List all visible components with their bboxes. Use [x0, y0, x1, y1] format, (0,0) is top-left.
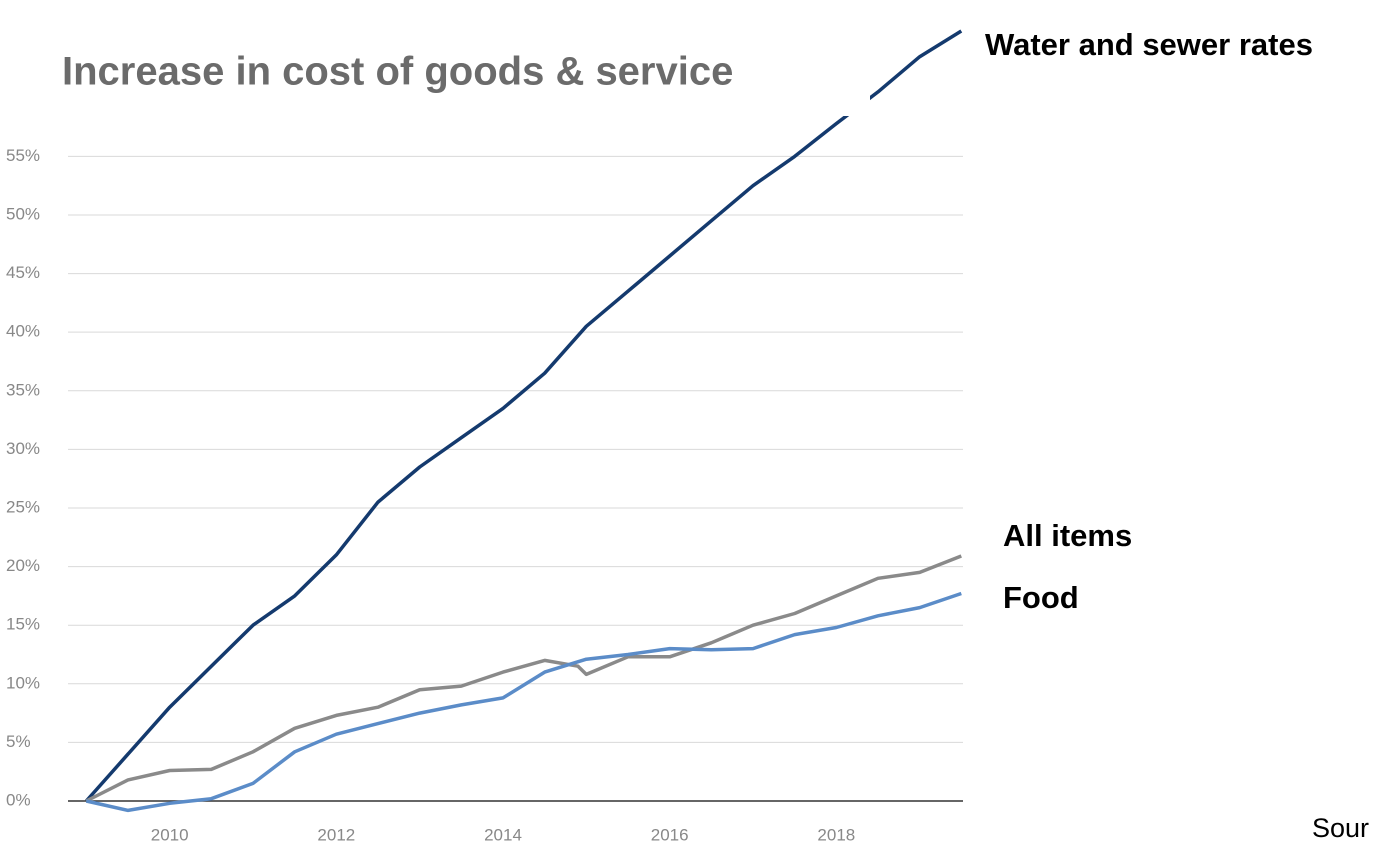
series-label: All items	[1003, 518, 1132, 553]
line-series	[85, 591, 962, 813]
y-tick-label: 40%	[6, 322, 40, 341]
y-tick-label: 50%	[6, 204, 40, 223]
y-tick-label: 0%	[6, 790, 31, 809]
y-tick-label: 45%	[6, 263, 40, 282]
x-tick-label: 2016	[651, 825, 689, 844]
series-label: Food	[1003, 580, 1079, 615]
series-label: Water and sewer rates	[985, 27, 1313, 62]
y-tick-label: 10%	[6, 673, 40, 692]
y-tick-label: 30%	[6, 439, 40, 458]
y-tick-label: 25%	[6, 497, 40, 516]
y-tick-label: 35%	[6, 380, 40, 399]
x-tick-label: 2018	[817, 825, 855, 844]
y-tick-label: 20%	[6, 556, 40, 575]
source: Sour	[1312, 813, 1369, 843]
title-box	[8, 8, 870, 116]
line-series	[85, 554, 962, 803]
x-tick-label: 2012	[317, 825, 355, 844]
y-tick-label: 15%	[6, 615, 40, 634]
chart-title: Increase in cost of goods & service	[62, 50, 733, 94]
line-series	[84, 29, 963, 803]
x-tick-label: 2014	[484, 825, 522, 844]
y-tick-label: 5%	[6, 732, 31, 751]
x-tick-label: 2010	[151, 825, 189, 844]
y-tick-label: 55%	[6, 146, 40, 165]
